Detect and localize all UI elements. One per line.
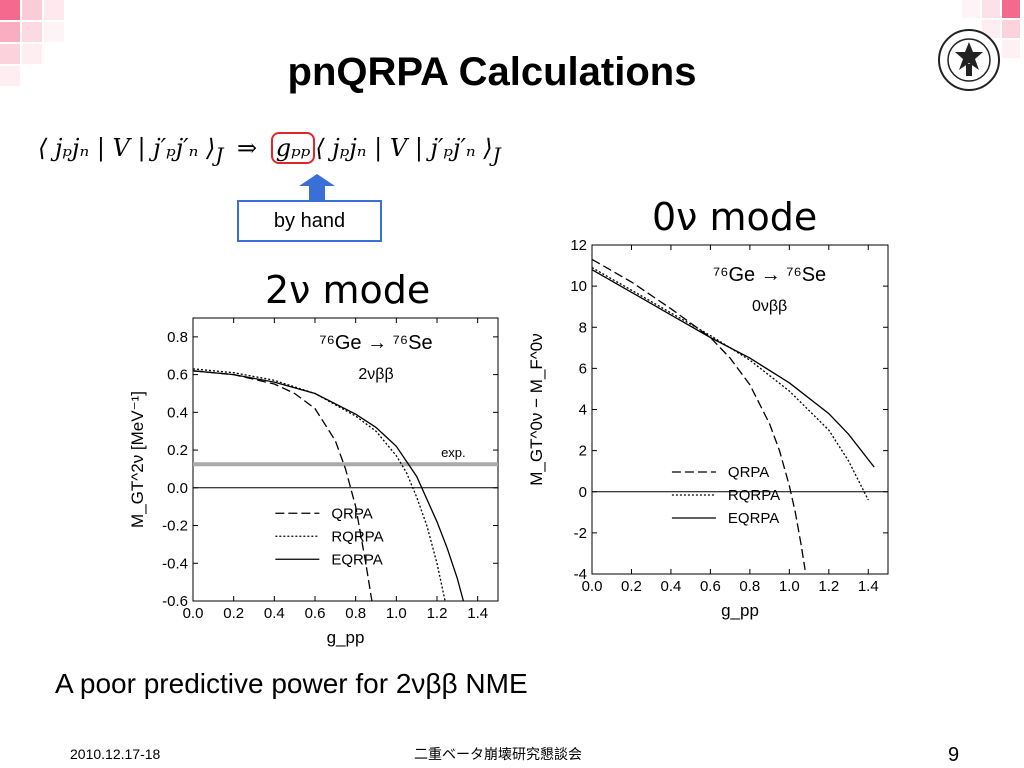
legend-entry: EQRPA bbox=[331, 551, 382, 568]
x-tick-label: 0.8 bbox=[345, 605, 366, 622]
x-tick-label: 1.2 bbox=[818, 578, 839, 595]
y-tick-label: 0.6 bbox=[167, 367, 188, 384]
footer-date: 2010.12.17-18 bbox=[70, 746, 161, 762]
equation-left-sub: J bbox=[215, 142, 224, 167]
decor-square bbox=[962, 0, 980, 18]
x-tick-label: 1.0 bbox=[779, 578, 800, 595]
decor-top-right bbox=[924, 0, 1024, 60]
y-tick-label: 0 bbox=[579, 484, 587, 501]
matrix-element-equation: ⟨ jₚjₙ | V | j′ₚj′ₙ ⟩J ⇒ gₚₚ ⟨ jₚjₙ | V |… bbox=[38, 132, 501, 167]
legend-entry: RQRPA bbox=[728, 487, 780, 504]
equation-arrow: ⇒ bbox=[237, 134, 258, 162]
page-number: 9 bbox=[948, 744, 960, 766]
y-tick-label: 0.0 bbox=[167, 480, 188, 497]
x-tick-label: 0.0 bbox=[183, 605, 204, 622]
x-tick-label: 1.4 bbox=[467, 605, 488, 622]
series-line-rqrpa bbox=[591, 267, 869, 501]
y-tick-label: 8 bbox=[579, 319, 587, 336]
y-tick-label: -0.2 bbox=[162, 518, 188, 535]
y-tick-label: 10 bbox=[570, 278, 587, 295]
decor-top-left bbox=[0, 0, 100, 100]
slide-title: pnQRPA Calculations bbox=[287, 50, 697, 94]
x-tick-label: 1.0 bbox=[386, 605, 407, 622]
mode-0nu-label: 0ν mode bbox=[652, 195, 818, 239]
equation-right-sub: J bbox=[492, 142, 501, 167]
y-tick-label: 12 bbox=[570, 237, 587, 254]
series-line-qrpa bbox=[591, 258, 806, 571]
decor-square bbox=[22, 0, 42, 20]
gpp-highlight: gₚₚ bbox=[270, 132, 316, 164]
y-tick-label: -0.6 bbox=[162, 593, 188, 610]
by-hand-label: by hand bbox=[237, 200, 382, 242]
series-line-rqrpa bbox=[192, 368, 446, 602]
chart-2nu-gpp: 0.0 0.2 0.4 0.6 0.8 1.0 1.2 1.40.80.60.40.20.0-… bbox=[128, 317, 499, 647]
x-tick-label: 1.2 bbox=[427, 605, 448, 622]
y-tick-label: 2 bbox=[579, 443, 587, 460]
decor-square bbox=[22, 22, 42, 42]
decor-square bbox=[1002, 0, 1020, 18]
process-annotation: 0νββ bbox=[752, 298, 787, 315]
y-axis-label: M_GT^2ν [MeV⁻¹] bbox=[128, 391, 147, 528]
x-tick-label: 0.4 bbox=[661, 578, 682, 595]
x-tick-label: 0.2 bbox=[621, 578, 642, 595]
process-annotation: 2νββ bbox=[358, 366, 393, 383]
decor-square bbox=[44, 0, 64, 20]
y-tick-label: 6 bbox=[579, 360, 587, 377]
y-axis-label: M_GT^0ν − M_F^0ν bbox=[527, 333, 546, 485]
series-line-qrpa bbox=[192, 370, 373, 602]
x-tick-label: 0.2 bbox=[223, 605, 244, 622]
series-line-eqrpa bbox=[591, 269, 875, 468]
decor-square bbox=[1002, 20, 1020, 38]
y-tick-label: 0.2 bbox=[167, 442, 188, 459]
decor-square bbox=[0, 44, 20, 64]
x-axis-label: g_pp bbox=[721, 601, 759, 620]
university-seal-logo bbox=[938, 29, 1000, 91]
decor-square bbox=[0, 0, 20, 20]
x-tick-label: 0.0 bbox=[582, 578, 603, 595]
decor-square bbox=[982, 0, 1000, 18]
y-tick-label: 0.4 bbox=[167, 404, 188, 421]
x-tick-label: 1.4 bbox=[858, 578, 879, 595]
plot-frame bbox=[192, 317, 499, 602]
mode-2nu-label: 2ν mode bbox=[265, 268, 431, 312]
arrow-up-icon bbox=[299, 174, 335, 200]
y-tick-label: 0.8 bbox=[167, 329, 188, 346]
x-tick-label: 0.4 bbox=[264, 605, 285, 622]
series-line-eqrpa bbox=[192, 370, 465, 602]
decor-square bbox=[1002, 40, 1020, 58]
decor-square bbox=[0, 22, 20, 42]
reaction-annotation: ⁷⁶Ge → ⁷⁶Se bbox=[319, 332, 432, 354]
x-tick-label: 0.8 bbox=[739, 578, 760, 595]
y-tick-label: -2 bbox=[574, 525, 587, 542]
decor-square bbox=[44, 22, 64, 42]
equation-left: ⟨ jₚjₙ | V | j′ₚj′ₙ ⟩ bbox=[38, 134, 216, 162]
y-tick-label: 4 bbox=[579, 402, 587, 419]
conclusion-text: A poor predictive power for 2νββ NME bbox=[55, 668, 528, 699]
equation-right: ⟨ jₚjₙ | V | j′ₚj′ₙ ⟩ bbox=[315, 134, 493, 162]
chart-0nu-gpp: 0.0 0.2 0.4 0.6 0.8 1.0 1.2 1.4 12 10 8 6 4 2 0 -2 -4 QRP… bbox=[527, 237, 889, 620]
exp-label: exp. bbox=[441, 445, 466, 460]
decor-square bbox=[0, 66, 20, 86]
footer-meeting-name: 二重ベータ崩壊研究懇談会 bbox=[414, 747, 582, 763]
y-tick-label: -4 bbox=[574, 566, 587, 583]
x-tick-label: 0.6 bbox=[305, 605, 326, 622]
legend-entry: QRPA bbox=[331, 505, 372, 522]
y-tick-label: -0.4 bbox=[162, 555, 188, 572]
x-axis-label: g_pp bbox=[327, 628, 365, 647]
decor-square bbox=[982, 20, 1000, 38]
legend-entry: RQRPA bbox=[331, 528, 383, 545]
reaction-annotation: ⁷⁶Ge → ⁷⁶Se bbox=[713, 264, 826, 286]
legend-entry: EQRPA bbox=[728, 510, 779, 527]
decor-square bbox=[22, 44, 42, 64]
x-tick-label: 0.6 bbox=[700, 578, 721, 595]
legend-entry: QRPA bbox=[728, 464, 769, 481]
